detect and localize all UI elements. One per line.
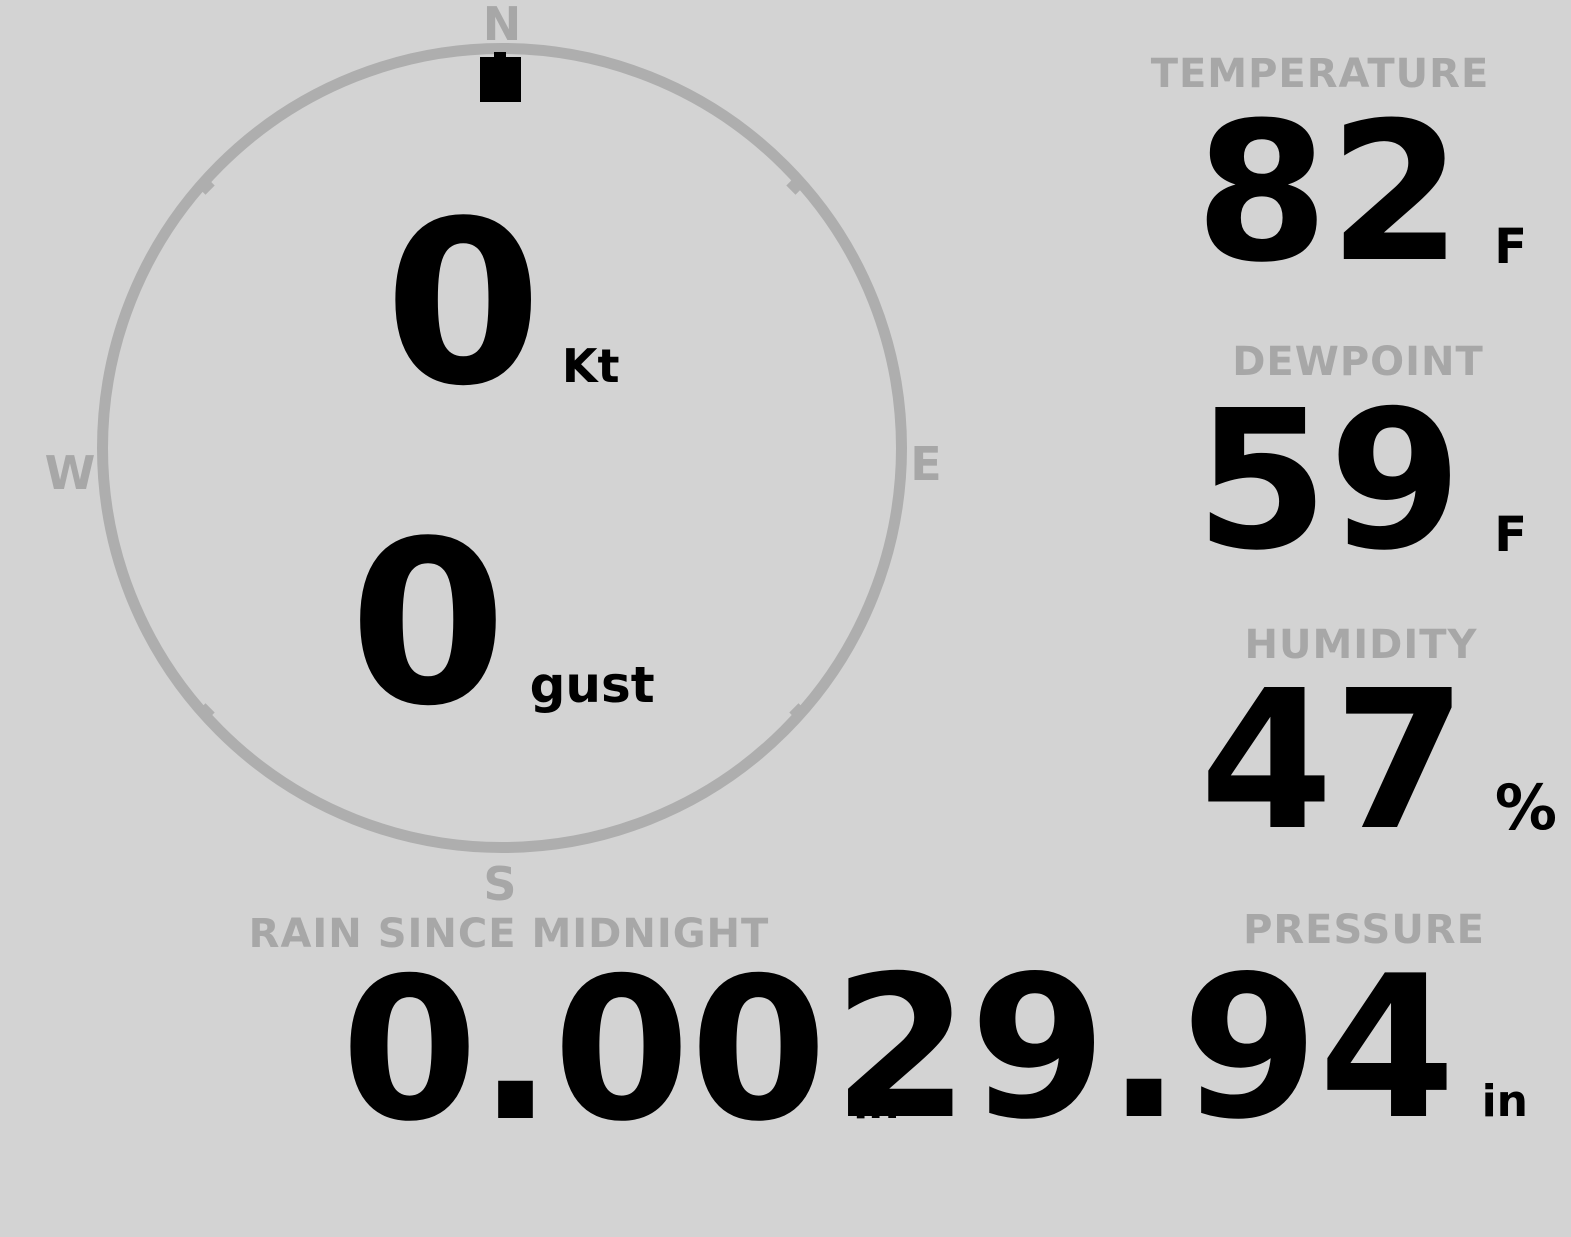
rain-since-midnight-unit: in [853, 1078, 900, 1129]
dewpoint-unit: F [1494, 507, 1527, 563]
dewpoint-readout: 59 F [1195, 386, 1527, 578]
humidity-label: HUMIDITY [1244, 622, 1478, 668]
compass-label-west: W [44, 446, 96, 500]
rain-since-midnight-readout: 0.00 in [341, 952, 899, 1149]
wind-speed-value: 0 [384, 173, 542, 436]
compass-label-south: S [483, 857, 517, 911]
humidity-unit: % [1494, 771, 1557, 844]
temperature-value: 82 [1195, 82, 1463, 305]
rain-since-midnight-value: 0.00 [341, 936, 828, 1165]
humidity-value: 47 [1199, 650, 1467, 873]
wind-speed-unit: Kt [561, 339, 620, 393]
compass-ring [97, 43, 907, 853]
wind-gust-value: 0 [349, 493, 507, 756]
wind-direction-marker-tip-icon [494, 52, 506, 58]
wind-speed-readout: 0 Kt [97, 192, 907, 418]
pressure-value: 29.94 [832, 934, 1456, 1163]
temperature-unit: F [1494, 219, 1527, 275]
rain-since-midnight-label: RAIN SINCE MIDNIGHT [248, 911, 770, 957]
dewpoint-label: DEWPOINT [1232, 339, 1484, 385]
wind-direction-marker-icon [480, 57, 521, 102]
pressure-readout: 29.94 in [832, 950, 1528, 1147]
pressure-label: PRESSURE [1243, 907, 1485, 953]
dewpoint-value: 59 [1195, 370, 1463, 593]
temperature-label: TEMPERATURE [1150, 51, 1490, 97]
temperature-readout: 82 F [1195, 98, 1527, 290]
wind-gust-readout: 0 gust [97, 512, 907, 738]
compass-label-north: N [482, 0, 522, 51]
wind-gust-unit: gust [529, 656, 655, 714]
pressure-unit: in [1481, 1076, 1528, 1127]
humidity-readout: 47 % [1200, 666, 1557, 858]
compass-label-east: E [910, 437, 942, 491]
